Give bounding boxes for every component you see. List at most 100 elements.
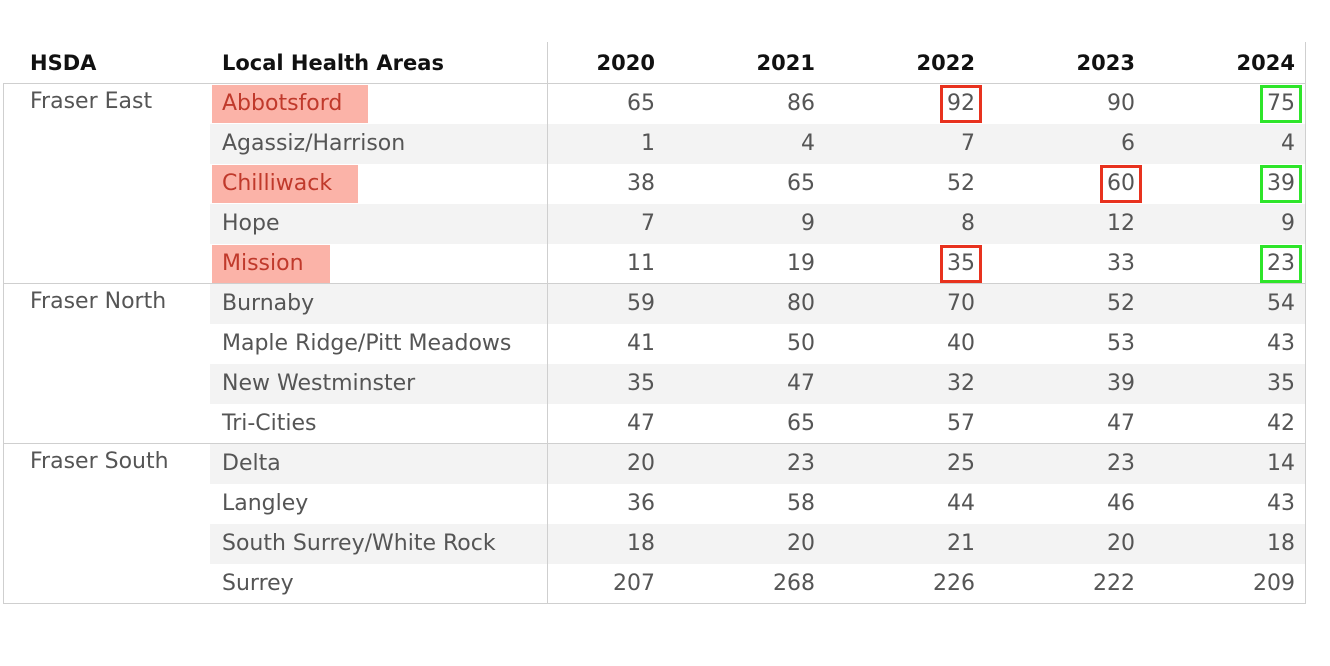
value-cell: 4 [1175,124,1295,164]
value-cell: 65 [695,164,815,204]
value: 86 [787,91,815,116]
value-cell: 39 [1015,364,1135,404]
group-rule [3,283,1305,284]
value-cell: 9 [1175,204,1295,244]
column-header: 2021 [756,51,815,75]
value-cell: 35 [1175,364,1295,404]
value-cell: 23 [1015,444,1135,484]
value-cell: 21 [855,524,975,564]
value-cell: 25 [855,444,975,484]
value: 70 [947,291,975,316]
value-cell: 4 [695,124,815,164]
value: 57 [947,411,975,436]
value: 38 [627,171,655,196]
value-cell: 59 [535,284,655,324]
value: 20 [627,451,655,476]
value: 65 [787,411,815,436]
value-cell: 65 [535,84,655,124]
value: 41 [627,331,655,356]
value: 21 [947,531,975,556]
value: 4 [801,131,815,156]
value: 36 [627,491,655,516]
value-cell: 60 [1015,164,1142,204]
hsda-label: Fraser South [30,449,169,474]
value-cell: 19 [695,244,815,284]
outlined-value: 92 [940,85,982,123]
value: 11 [627,251,655,276]
area-name: Agassiz/Harrison [222,131,406,156]
group-rule [3,603,1305,604]
value: 18 [1267,531,1295,556]
area-highlight [212,85,368,123]
value-cell: 32 [855,364,975,404]
header-rule [3,83,1305,84]
value-cell: 41 [535,324,655,364]
value: 43 [1267,331,1295,356]
value-cell: 80 [695,284,815,324]
row-band [210,204,1305,244]
value: 65 [787,171,815,196]
column-header: 2020 [596,51,655,75]
area-name: New Westminster [222,371,416,396]
value-cell: 20 [695,524,815,564]
area-name: Mission [222,251,304,276]
value: 52 [1107,291,1135,316]
value: 35 [627,371,655,396]
value: 6 [1121,131,1135,156]
area-name: Hope [222,211,280,236]
value: 268 [773,571,815,596]
value-cell: 46 [1015,484,1135,524]
value-cell: 11 [535,244,655,284]
area-highlight [212,165,358,203]
value-cell: 35 [535,364,655,404]
left-border [3,84,4,604]
value-cell: 226 [855,564,975,604]
row-band [210,284,1305,324]
outlined-value: 60 [1100,165,1142,203]
value-cell: 9 [695,204,815,244]
value: 59 [627,291,655,316]
value: 47 [787,371,815,396]
value-cell: 42 [1175,404,1295,444]
value: 44 [947,491,975,516]
column-header: HSDA [30,51,97,75]
value-cell: 52 [1015,284,1135,324]
outlined-value: 35 [940,245,982,283]
value: 7 [641,211,655,236]
value: 9 [1281,211,1295,236]
hsda-label: Fraser East [30,89,153,114]
value: 35 [1267,371,1295,396]
area-name: Maple Ridge/Pitt Meadows [222,331,512,356]
value-cell: 268 [695,564,815,604]
value-cell: 39 [1175,164,1302,204]
value: 12 [1107,211,1135,236]
area-name: Abbotsford [222,91,343,116]
value-cell: 207 [535,564,655,604]
value-cell: 38 [535,164,655,204]
area-name: Surrey [222,571,294,596]
value: 8 [961,211,975,236]
value: 32 [947,371,975,396]
value-cell: 92 [855,84,982,124]
value-cell: 23 [695,444,815,484]
value-cell: 47 [535,404,655,444]
value: 25 [947,451,975,476]
outlined-value: 39 [1260,165,1302,203]
value-cell: 7 [855,124,975,164]
value: 23 [1107,451,1135,476]
value-cell: 65 [695,404,815,444]
value: 20 [787,531,815,556]
value-cell: 54 [1175,284,1295,324]
value: 90 [1107,91,1135,116]
value: 80 [787,291,815,316]
row-band [210,524,1305,564]
value: 65 [627,91,655,116]
value: 54 [1267,291,1295,316]
value: 14 [1267,451,1295,476]
row-band [210,124,1305,164]
value: 207 [613,571,655,596]
value-cell: 14 [1175,444,1295,484]
value-cell: 33 [1015,244,1135,284]
outlined-value: 75 [1260,85,1302,123]
